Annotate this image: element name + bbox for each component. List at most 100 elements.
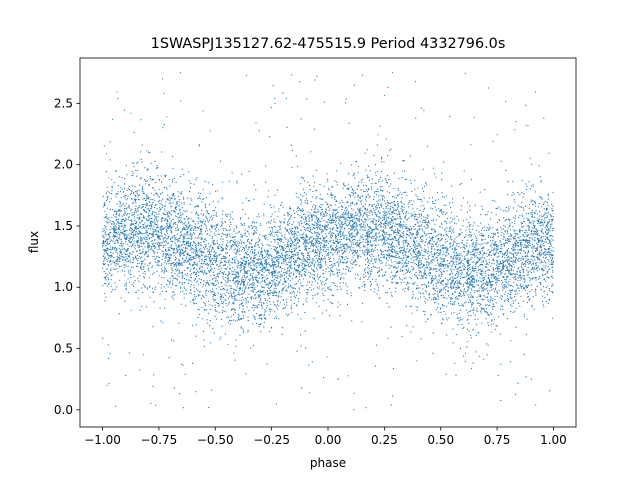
- data-point: [297, 266, 299, 268]
- data-point: [498, 316, 500, 318]
- data-point: [290, 255, 292, 257]
- data-point: [303, 213, 305, 216]
- data-point: [453, 256, 455, 258]
- data-point: [389, 210, 391, 212]
- data-point: [359, 239, 361, 241]
- data-point: [346, 219, 348, 221]
- data-point: [314, 244, 316, 246]
- data-point: [129, 220, 131, 222]
- data-point: [451, 269, 453, 271]
- data-point: [413, 242, 415, 244]
- data-point: [318, 205, 320, 207]
- data-point: [164, 205, 166, 208]
- data-point: [329, 288, 331, 290]
- data-point: [209, 250, 211, 253]
- data-point: [402, 232, 404, 235]
- data-point: [126, 213, 129, 215]
- data-point: [514, 245, 517, 247]
- data-point: [397, 203, 399, 205]
- data-point: [118, 227, 120, 229]
- data-point: [249, 243, 251, 245]
- data-point: [413, 225, 415, 228]
- data-point: [457, 298, 459, 300]
- data-point: [213, 243, 215, 245]
- data-point: [376, 236, 378, 238]
- data-point: [422, 310, 424, 312]
- data-point: [240, 300, 242, 302]
- data-point: [522, 230, 524, 232]
- data-point: [338, 220, 340, 222]
- data-point: [187, 226, 189, 228]
- data-point: [278, 292, 280, 294]
- data-point: [537, 206, 539, 208]
- data-point: [297, 313, 299, 316]
- data-point: [121, 246, 123, 248]
- data-point: [160, 203, 163, 205]
- data-point: [257, 252, 260, 255]
- data-point: [172, 291, 174, 293]
- data-point: [387, 260, 389, 262]
- data-point: [365, 169, 367, 171]
- data-point: [386, 242, 388, 244]
- data-point: [490, 324, 492, 326]
- data-point: [351, 320, 353, 322]
- data-point: [212, 237, 214, 239]
- data-point: [263, 268, 265, 270]
- data-point: [155, 286, 157, 288]
- data-point: [517, 382, 519, 384]
- data-point: [165, 231, 168, 233]
- data-point: [516, 242, 518, 244]
- data-point: [394, 232, 396, 234]
- data-point: [271, 276, 273, 278]
- data-point: [380, 206, 383, 208]
- data-point: [248, 309, 250, 312]
- data-point: [273, 281, 275, 283]
- data-point: [284, 274, 286, 276]
- data-point: [219, 293, 222, 295]
- data-point: [243, 284, 245, 287]
- data-point: [307, 229, 309, 231]
- data-point: [330, 244, 332, 246]
- data-point: [506, 239, 508, 241]
- data-point: [148, 277, 150, 279]
- data-point: [317, 278, 319, 280]
- data-point: [194, 279, 196, 281]
- data-point: [509, 233, 511, 235]
- data-point: [191, 233, 193, 235]
- data-point: [290, 308, 292, 310]
- data-point: [423, 296, 425, 298]
- data-point: [223, 278, 225, 280]
- data-point: [412, 296, 414, 298]
- data-point: [531, 237, 533, 239]
- data-point: [434, 248, 436, 250]
- data-point: [219, 338, 221, 340]
- data-point: [148, 215, 150, 217]
- data-point: [448, 265, 450, 267]
- data-point: [345, 223, 347, 225]
- data-point: [547, 230, 549, 232]
- data-point: [175, 239, 177, 241]
- data-point: [441, 322, 443, 324]
- data-point: [235, 248, 237, 250]
- data-point: [235, 252, 237, 254]
- data-point: [168, 202, 170, 204]
- data-point: [137, 196, 139, 198]
- data-point: [386, 279, 388, 281]
- data-point: [495, 240, 497, 243]
- data-point: [426, 233, 428, 235]
- data-point: [235, 339, 237, 341]
- data-point: [446, 251, 448, 253]
- data-point: [437, 249, 439, 251]
- data-point: [437, 207, 440, 209]
- data-point: [231, 245, 233, 247]
- data-point: [341, 199, 343, 201]
- data-point: [480, 258, 482, 260]
- data-point: [149, 238, 151, 240]
- data-point: [373, 203, 375, 205]
- data-point: [259, 289, 261, 291]
- data-point: [316, 215, 318, 217]
- data-point: [472, 301, 474, 304]
- data-point: [414, 188, 416, 190]
- data-point: [272, 270, 274, 273]
- data-point: [391, 247, 393, 249]
